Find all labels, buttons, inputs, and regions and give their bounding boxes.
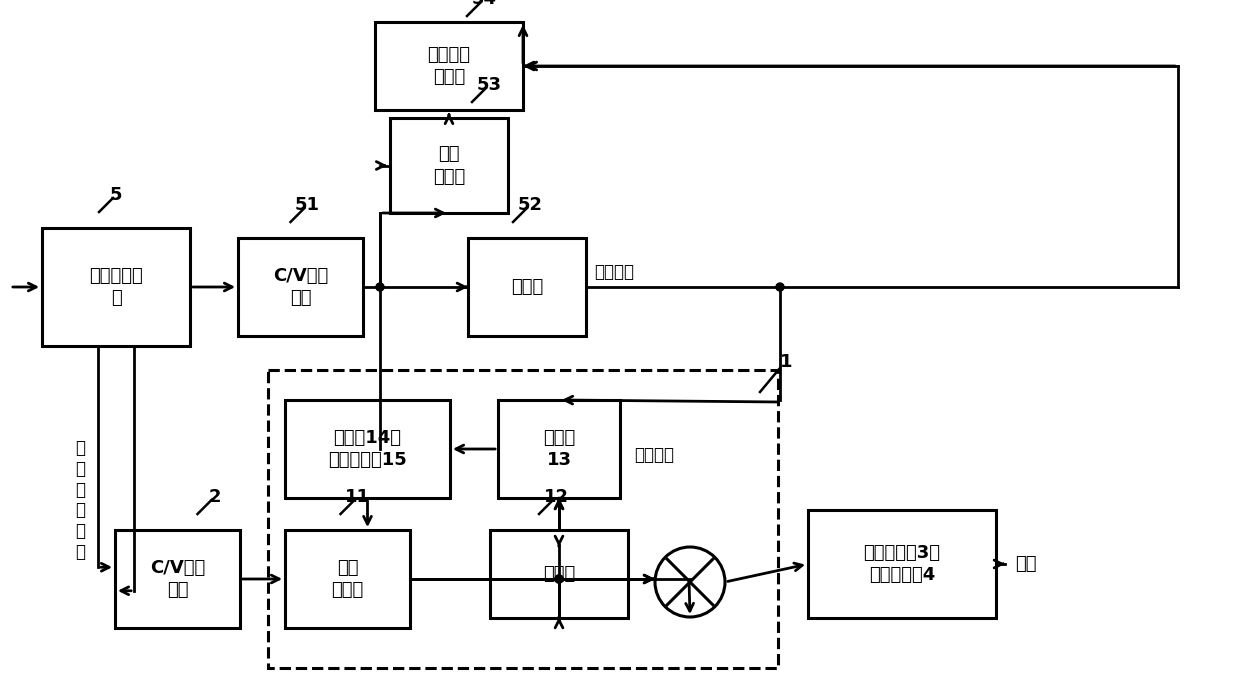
Bar [285, 400, 450, 498]
Text: 鉴相器
13: 鉴相器 13 [543, 429, 575, 469]
Bar [498, 400, 620, 498]
Bar [374, 22, 523, 110]
Text: 12: 12 [543, 488, 568, 506]
Text: 可变增益
放大器: 可变增益 放大器 [428, 46, 470, 86]
Bar [285, 530, 410, 628]
Text: 53: 53 [476, 76, 501, 94]
Text: 1: 1 [780, 353, 792, 371]
Bar [42, 228, 190, 346]
Bar [268, 370, 777, 668]
Bar [467, 238, 587, 336]
Text: 解调载波: 解调载波 [594, 263, 634, 281]
Circle shape [376, 283, 384, 291]
Text: 可调
移相器: 可调 移相器 [331, 559, 363, 599]
Circle shape [556, 575, 563, 583]
Text: 振动式陀螺
仪: 振动式陀螺 仪 [89, 267, 143, 307]
Text: 5: 5 [110, 186, 123, 204]
Bar [490, 530, 627, 618]
Text: 输出: 输出 [1016, 555, 1037, 573]
Text: 锁相环: 锁相环 [511, 278, 543, 296]
Bar [238, 238, 363, 336]
Text: 差
分
检
测
信
号: 差 分 检 测 信 号 [74, 439, 86, 561]
Text: 低通滤波器3和
模数转换器4: 低通滤波器3和 模数转换器4 [863, 544, 940, 584]
Text: 2: 2 [208, 488, 221, 506]
Bar [808, 510, 996, 618]
Bar [391, 118, 508, 213]
Bar [115, 530, 241, 628]
Text: C/V转换
电路: C/V转换 电路 [273, 267, 329, 307]
Text: 幅值
检测器: 幅值 检测器 [433, 146, 465, 186]
Text: 54: 54 [471, 0, 496, 8]
Text: 正交误差: 正交误差 [634, 446, 675, 464]
Text: 52: 52 [517, 196, 543, 214]
Text: 51: 51 [295, 196, 320, 214]
Text: C/V转换
电路: C/V转换 电路 [150, 559, 205, 599]
Text: 电荷泵14和
环路滤波器15: 电荷泵14和 环路滤波器15 [329, 429, 407, 469]
Text: 锁相环: 锁相环 [543, 565, 575, 583]
Text: 11: 11 [345, 488, 370, 506]
Circle shape [556, 575, 563, 583]
Circle shape [776, 283, 784, 291]
